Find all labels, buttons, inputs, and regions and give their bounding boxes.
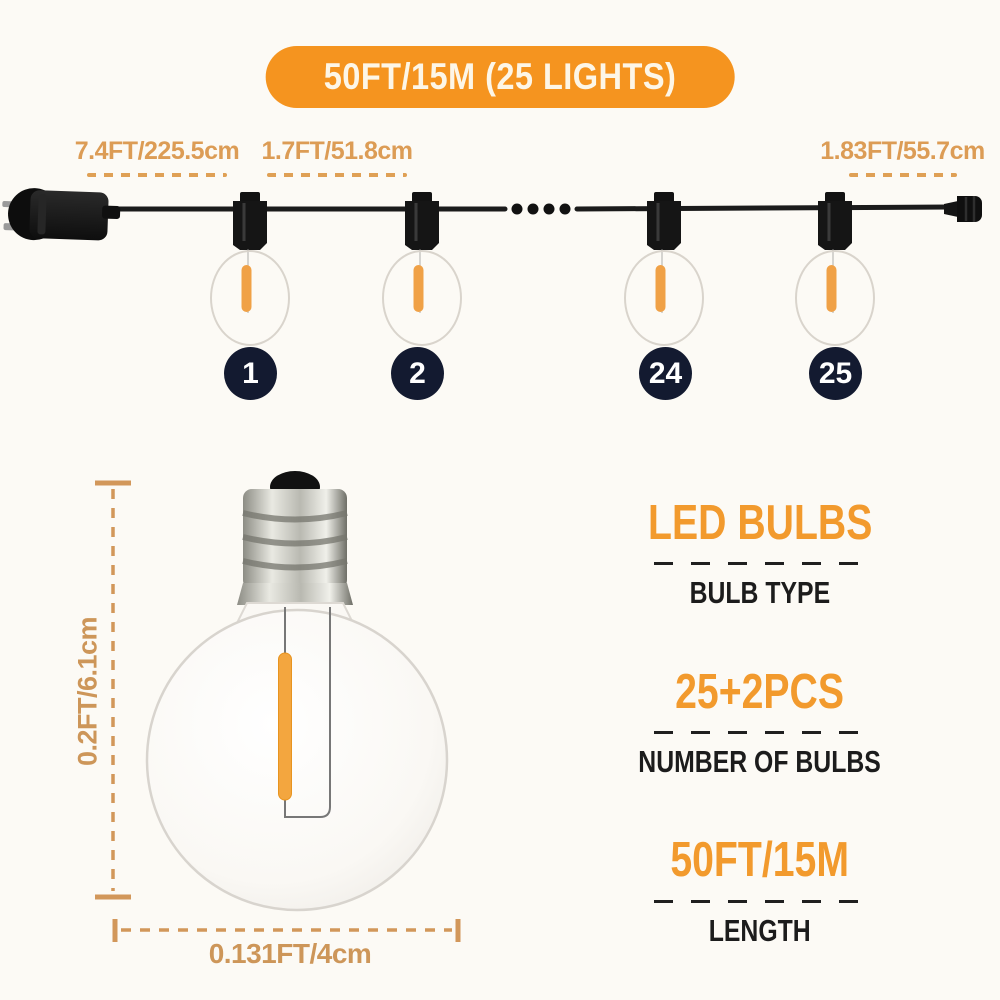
measurement-tail: 1.83FT/55.7cm [815, 137, 990, 177]
measurement-tail-dashes [848, 173, 957, 177]
measurement-lead-label: 7.4FT/225.5cm [74, 137, 240, 165]
spec-label: NUMBER OF BULBS [600, 743, 920, 779]
spec-label: BULB TYPE [600, 576, 920, 610]
bulb-detail-diagram [95, 471, 461, 942]
spec-list: LED BULBS BULB TYPE 25+2PCS NUMBER OF BU… [600, 496, 920, 948]
spec-value: LED BULBS [600, 496, 920, 550]
detail-bulb [145, 471, 449, 912]
bulb-number-badge: 24 [639, 347, 692, 400]
measurement-spacing: 1.7FT/51.8cm [257, 137, 417, 177]
measurement-spacing-label: 1.7FT/51.8cm [261, 137, 413, 165]
end-connector-icon [944, 196, 982, 222]
measurement-tail-label: 1.83FT/55.7cm [820, 137, 985, 165]
power-plug-icon [2, 188, 121, 241]
spec-label-text: NUMBER OF BULBS [638, 743, 882, 779]
bulb-number: 25 [818, 356, 853, 390]
bulb-number-badge: 25 [809, 347, 862, 400]
spec-length: 50FT/15M LENGTH [600, 833, 920, 948]
spec-bulb-type: LED BULBS BULB TYPE [600, 496, 920, 611]
spec-bulb-count: 25+2PCS NUMBER OF BULBS [600, 664, 920, 780]
string-wire [107, 204, 953, 212]
bulb-number: 24 [648, 356, 683, 390]
measurement-spacing-dashes [267, 173, 407, 177]
string-bulb-2 [381, 190, 463, 347]
spec-label-text: BULB TYPE [689, 575, 831, 611]
length-badge: 50FT/15M (25 LIGHTS) [265, 46, 735, 108]
spec-divider [654, 730, 866, 734]
string-bulb-24 [623, 190, 705, 347]
bulb-number: 1 [242, 356, 259, 390]
bulb-number: 2 [409, 356, 426, 390]
spec-label: LENGTH [600, 912, 920, 948]
spec-value: 25+2PCS [600, 664, 920, 719]
height-dimension-line [95, 480, 131, 900]
bulb-number-badge: 1 [224, 347, 277, 400]
spec-divider [654, 899, 866, 903]
width-dimension-line [112, 919, 461, 942]
ellipsis-dots-icon [511, 203, 571, 215]
measurement-lead-dashes [87, 173, 227, 177]
bulb-number-badge: 2 [391, 347, 444, 400]
spec-label-text: LENGTH [709, 912, 811, 948]
measurement-lead: 7.4FT/225.5cm [57, 137, 257, 177]
spec-value-text: 25+2PCS [675, 664, 845, 719]
spec-divider [654, 562, 866, 566]
spec-value-text: 50FT/15M [670, 833, 850, 888]
bulb-height-label: 0.2FT/6.1cm [72, 616, 103, 767]
length-badge-label: 50FT/15M (25 LIGHTS) [323, 56, 677, 97]
spec-value-text: LED BULBS [647, 496, 873, 550]
spec-value: 50FT/15M [600, 833, 920, 888]
string-bulb-1 [209, 190, 291, 347]
string-bulb-25 [794, 190, 876, 347]
string-lights-diagram [2, 188, 982, 347]
bulb-diameter-label: 0.131FT/4cm [208, 938, 372, 969]
